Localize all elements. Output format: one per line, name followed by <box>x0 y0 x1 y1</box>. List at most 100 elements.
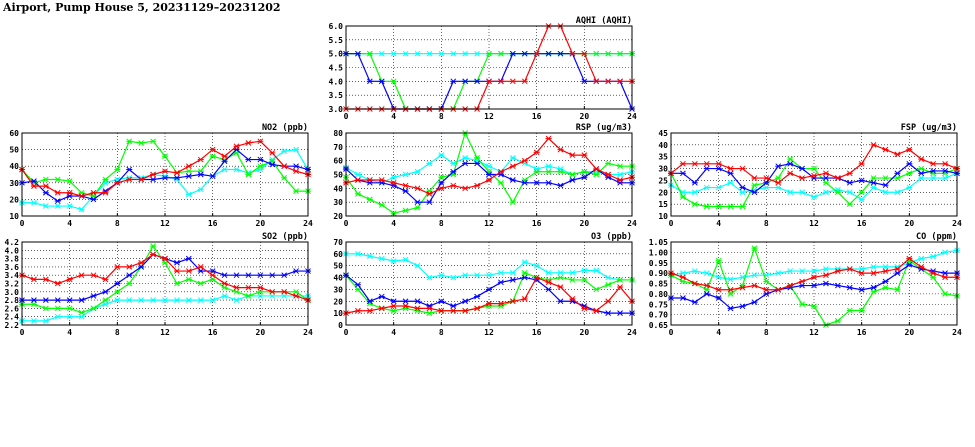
data-point <box>257 272 264 279</box>
x-tick-label: 8 <box>764 328 769 337</box>
y-tick-label: 3.0 <box>5 288 20 297</box>
data-point <box>727 305 734 312</box>
data-point <box>114 264 121 270</box>
data-point <box>66 203 73 209</box>
data-point <box>209 276 216 283</box>
data-point <box>593 78 600 85</box>
data-point <box>233 272 240 279</box>
data-point <box>54 189 61 196</box>
data-point <box>822 189 829 196</box>
data-point <box>281 288 288 295</box>
data-point <box>486 50 492 57</box>
data-point <box>691 160 698 167</box>
data-point <box>42 189 49 196</box>
data-point <box>799 175 806 181</box>
x-tick-label: 8 <box>439 219 444 228</box>
data-point <box>942 175 949 181</box>
y-tick-label: 50 <box>333 171 343 180</box>
data-point <box>882 268 889 274</box>
data-point <box>209 146 216 153</box>
data-point <box>486 300 492 307</box>
data-point <box>751 245 758 252</box>
chart-title: FSP (ug/m3) <box>901 123 957 133</box>
data-point <box>426 305 433 312</box>
data-point <box>162 297 168 303</box>
data-point <box>209 153 216 160</box>
data-point <box>78 309 85 316</box>
data-point <box>378 78 385 85</box>
data-point <box>402 182 409 189</box>
data-point <box>173 259 180 266</box>
data-point <box>257 156 264 163</box>
data-point <box>509 177 516 183</box>
data-point <box>569 277 576 283</box>
data-point <box>293 168 300 175</box>
data-point <box>497 78 504 85</box>
data-point <box>882 146 889 153</box>
data-point <box>245 293 252 299</box>
data-point <box>822 170 829 177</box>
data-point <box>739 184 746 191</box>
data-point <box>54 203 61 209</box>
data-point <box>114 280 121 287</box>
y-tick-label: 25 <box>658 176 668 185</box>
data-point <box>870 179 877 186</box>
series-ff0000 <box>19 138 311 199</box>
data-point <box>281 293 288 299</box>
data-point <box>605 50 612 57</box>
data-point <box>787 282 794 289</box>
data-point <box>78 313 85 320</box>
data-point <box>811 172 817 179</box>
data-point <box>450 50 457 57</box>
data-point <box>185 297 192 303</box>
data-point <box>617 310 624 316</box>
data-point <box>894 151 901 158</box>
data-point <box>42 276 49 283</box>
y-tick-label: 5.0 <box>329 50 344 59</box>
data-point <box>162 153 168 160</box>
data-point <box>462 272 469 279</box>
chart-title: SO2 (ppb) <box>262 232 308 242</box>
data-point <box>557 274 564 281</box>
data-point <box>426 191 433 197</box>
data-point <box>509 298 516 305</box>
y-tick-label: 2.6 <box>5 304 20 313</box>
series-ff0000 <box>668 142 960 186</box>
chart-title: NO2 (ppb) <box>262 123 308 133</box>
data-point <box>30 297 37 303</box>
data-point <box>906 255 913 262</box>
data-point <box>569 171 576 178</box>
data-point <box>414 50 421 57</box>
data-point <box>462 160 469 167</box>
data-point <box>521 274 528 281</box>
data-point <box>366 78 373 85</box>
y-tick-label: 4.0 <box>5 246 20 255</box>
grid <box>670 241 958 326</box>
data-point <box>906 146 913 153</box>
series-line <box>22 148 309 211</box>
data-point <box>197 268 204 274</box>
data-point <box>882 182 889 189</box>
data-point <box>727 286 734 293</box>
chart-aqhi: 0 4 8 12 16 20 24 3.0 3.5 4.0 4.5 5.0 5.5 6.0 AQHI (AQ… <box>329 16 637 121</box>
data-point <box>30 276 37 283</box>
data-point <box>605 171 612 178</box>
x-tick-label: 0 <box>669 219 674 228</box>
x-tick-label: 0 <box>20 328 25 337</box>
data-point <box>775 270 782 276</box>
data-point <box>509 199 516 206</box>
data-point <box>715 184 722 191</box>
data-point <box>557 146 564 153</box>
data-point <box>557 168 564 175</box>
data-point <box>882 175 889 181</box>
data-point <box>739 203 746 210</box>
data-point <box>822 280 829 287</box>
data-point <box>509 269 516 276</box>
data-point <box>54 305 61 312</box>
data-point <box>102 297 109 303</box>
x-tick-label: 24 <box>627 112 637 121</box>
data-point <box>414 199 421 206</box>
data-point <box>617 163 624 170</box>
data-point <box>197 171 204 178</box>
y-tick-label: 10 <box>658 212 668 221</box>
